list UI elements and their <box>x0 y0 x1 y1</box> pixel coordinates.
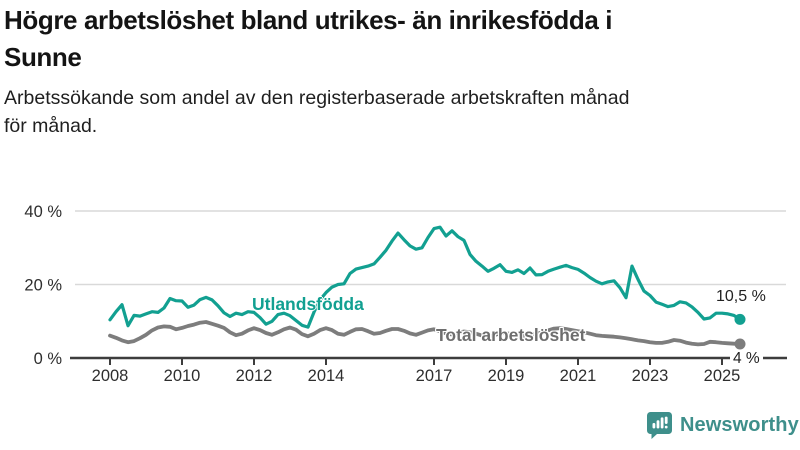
x-axis-tick-label: 2025 <box>704 367 741 385</box>
series-label-utlandsfodda: Utlandsfödda <box>252 294 364 314</box>
end-value-label-utlandsfodda: 10,5 % <box>716 288 766 305</box>
logo-bubble-shape <box>647 412 672 439</box>
y-axis-tick-label: 40 % <box>24 203 62 221</box>
y-axis-tick-label: 0 % <box>34 350 63 368</box>
x-axis-tick-label: 2017 <box>416 367 453 385</box>
chart-subtitle-line2: för månad. <box>4 115 98 137</box>
page-title-line2: Sunne <box>4 42 82 72</box>
logo-bar-medium <box>656 420 660 429</box>
end-value-label-total: 4 % <box>730 350 763 368</box>
logo-bar-small <box>652 423 656 429</box>
brand-footer: Newsworthy <box>646 411 799 439</box>
series-line-total <box>108 320 742 347</box>
brand-name: Newsworthy <box>680 413 799 436</box>
logo-exclamation-bar <box>664 416 668 424</box>
x-axis-tick-label: 2021 <box>560 367 597 385</box>
newsworthy-logo-icon <box>647 412 672 439</box>
chart-subtitle-line1: Arbetssökande som andel av den registerb… <box>4 87 630 109</box>
series-end-dot-total <box>734 338 746 350</box>
chart-header: Högre arbetslöshet bland utrikes- än inr… <box>4 2 629 140</box>
x-axis-tick-label: 2012 <box>236 367 273 385</box>
chart-subtitle: Arbetssökande som andel av den registerb… <box>4 84 629 140</box>
x-axis-tick-label: 2019 <box>488 367 525 385</box>
page-title: Högre arbetslöshet bland utrikes- än inr… <box>4 2 629 76</box>
x-axis-tick-label: 2023 <box>632 367 669 385</box>
x-axis-tick-label: 2014 <box>308 367 345 385</box>
logo-exclamation-dot <box>664 425 668 429</box>
series-line-utlandsfodda <box>108 225 742 329</box>
series-end-dot-utlandsfodda <box>734 313 746 325</box>
y-axis-tick-label: 20 % <box>24 277 62 295</box>
x-axis-tick-label: 2010 <box>164 367 201 385</box>
x-axis-tick-label: 2008 <box>92 367 129 385</box>
series-label-total-arbetsloshet: Total arbetslöshet <box>436 325 586 345</box>
logo-bar-tall <box>660 417 664 429</box>
page-title-line1: Högre arbetslöshet bland utrikes- än inr… <box>4 5 613 35</box>
